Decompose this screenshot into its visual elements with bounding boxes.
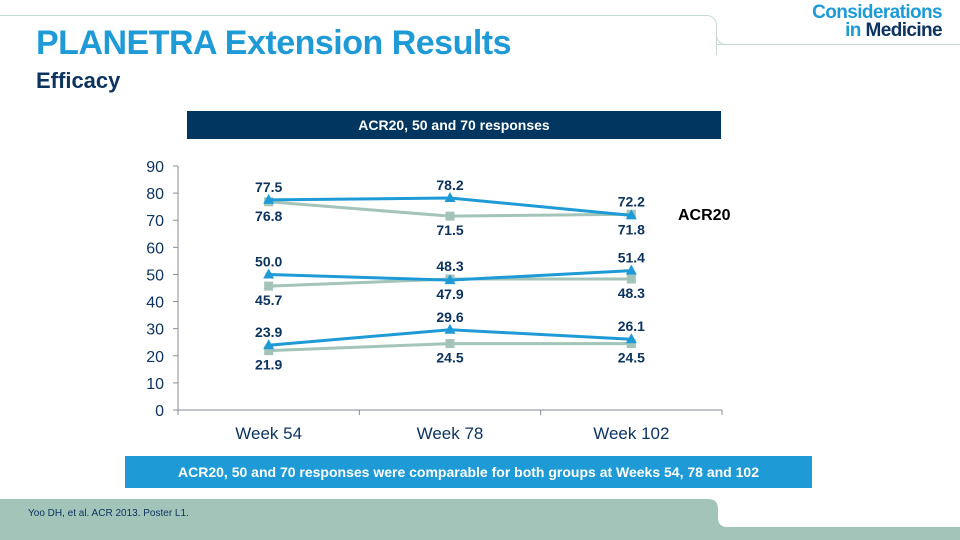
y-tick-label: 0 [155,403,164,420]
x-tick-label: Week 78 [417,424,484,443]
data-label: 77.5 [255,179,282,195]
data-label: 48.3 [436,258,463,274]
square-marker [445,339,455,349]
logo-line2: in Medicine [812,20,943,41]
y-tick-label: 40 [146,295,164,312]
data-label: 24.5 [436,350,463,366]
square-marker [445,211,455,221]
triangle-marker [263,193,275,204]
square-marker [264,346,274,356]
chart-series [263,191,637,356]
data-label: 29.6 [436,309,463,325]
slide-title: PLANETRA Extension Results [36,24,512,62]
triangle-marker [625,333,637,344]
y-tick-label: 10 [146,376,164,393]
data-label: 50.0 [255,253,282,269]
annotation-acr20: ACR20 [678,207,731,224]
chart-header-banner: ACR20, 50 and 70 responses [187,111,721,139]
square-marker [264,281,274,291]
y-tick-label: 60 [146,240,164,257]
data-label: 71.8 [618,221,645,237]
data-label: 45.7 [255,292,282,308]
chart-data-labels: 77.5 78.2 71.8 76.8 71.5 72.2 50.0 47.9 51.4 45.7… [255,177,731,373]
data-label: 71.5 [436,222,463,238]
chart-axes: 0 10 20 30 40 50 60 70 80 90 Week 54 Week 78 Week 10… [146,159,723,443]
data-label: 76.8 [255,208,282,224]
footer-band [0,499,960,540]
triangle-marker [444,191,456,202]
triangle-marker [625,209,637,220]
logo-line2-suffix: Medicine [865,20,943,41]
square-marker [626,274,636,284]
data-label: 24.5 [618,350,645,366]
data-label: 23.9 [255,324,282,340]
conclusion-banner: ACR20, 50 and 70 responses were comparab… [125,456,812,488]
y-tick-label: 70 [146,213,164,230]
logo-line1: Considerations [812,2,943,23]
header-frame-bottom [717,44,960,46]
triangle-marker [625,264,637,275]
x-tick-label: Week 102 [593,424,669,443]
square-marker [626,339,636,349]
y-tick-label: 20 [146,349,164,366]
y-tick-label: 90 [146,159,164,176]
y-tick-label: 50 [146,267,164,284]
triangle-marker [263,339,275,350]
footer-citation: Yoo DH, et al. ACR 2013. Poster L1. [28,508,189,519]
data-label: 78.2 [436,177,463,193]
data-label: 47.9 [436,286,463,302]
data-label: 72.2 [618,193,645,209]
slide-subtitle: Efficacy [36,68,121,93]
logo: Considerations in Medicine [812,2,943,41]
data-label: 21.9 [255,357,282,373]
y-tick-label: 30 [146,322,164,339]
data-label: 26.1 [618,318,645,334]
x-tick-label: Week 54 [235,424,302,443]
triangle-marker [444,274,456,285]
triangle-marker [263,268,275,279]
logo-line2-prefix: in [845,20,861,41]
data-label: 51.4 [618,250,645,266]
y-tick-label: 80 [146,186,164,203]
triangle-marker [444,323,456,334]
data-label: 48.3 [618,285,645,301]
